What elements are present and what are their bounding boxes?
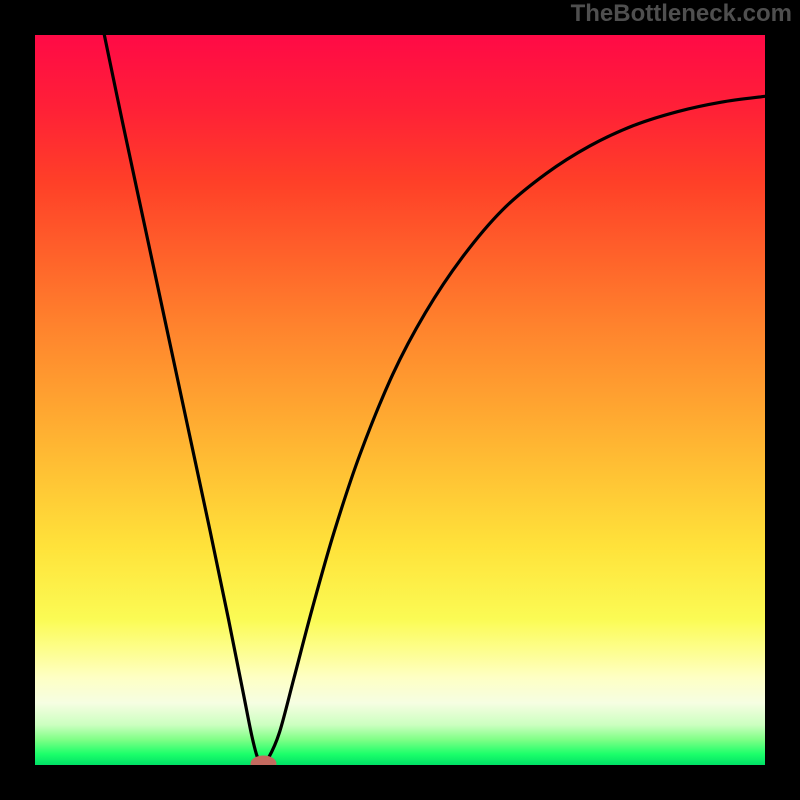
plot-area [35,35,765,765]
watermark-text: TheBottleneck.com [571,0,792,28]
chart-frame: TheBottleneck.com [0,0,800,800]
gradient-background [35,35,765,765]
chart-svg [35,35,765,765]
